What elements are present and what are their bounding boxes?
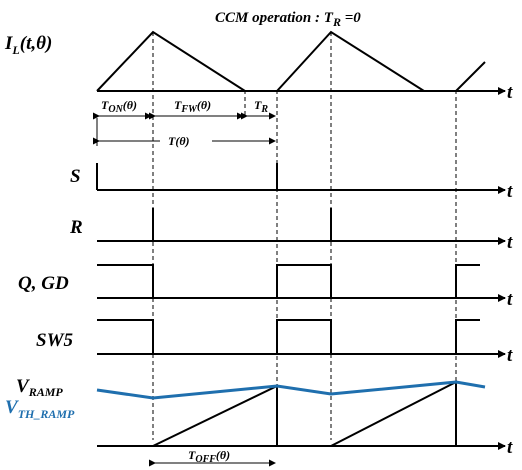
tfw-label: TFW(θ) xyxy=(174,98,211,115)
toff-label: TOFF(θ) xyxy=(188,448,230,465)
period-label: T(θ) xyxy=(168,134,190,148)
t-label-3: t xyxy=(507,232,513,253)
il-waveform xyxy=(97,32,485,91)
dimension-arrows xyxy=(97,116,275,463)
time-axes xyxy=(97,91,505,446)
qgd-waveform xyxy=(97,265,480,298)
vramp-waveform xyxy=(97,382,456,446)
vth-ramp-label: VTH_RAMP xyxy=(5,397,75,421)
t-label-4: t xyxy=(507,289,513,310)
sw5-label: SW5 xyxy=(36,330,73,351)
s-label: S xyxy=(70,166,81,187)
r-label: R xyxy=(69,217,83,238)
vth-ramp-waveform xyxy=(97,382,485,398)
tr-label: TR xyxy=(254,98,268,115)
il-label: IL(t,θ) xyxy=(4,33,52,57)
guide-lines xyxy=(153,32,456,440)
t-label-2: t xyxy=(507,181,513,202)
t-label-1: t xyxy=(507,82,513,103)
vramp-label: VRAMP xyxy=(16,376,63,399)
sw5-waveform xyxy=(97,320,480,354)
t-label-6: t xyxy=(507,437,513,458)
t-axis-labels: t t t t t t xyxy=(507,82,513,458)
ton-label: TON(θ) xyxy=(101,98,137,115)
title-text: CCM operation : TR =0 xyxy=(215,10,361,29)
t-label-5: t xyxy=(507,345,513,366)
qgd-label: Q, GD xyxy=(18,273,69,294)
